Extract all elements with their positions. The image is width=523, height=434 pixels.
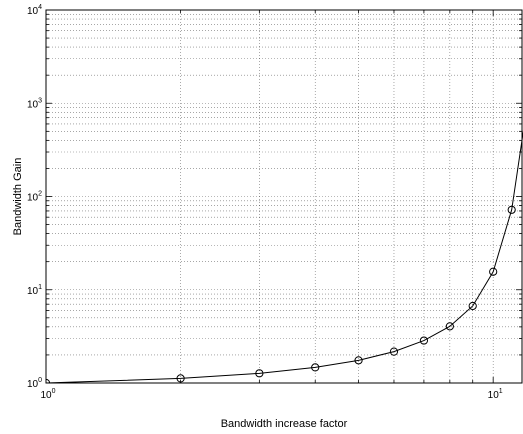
x-tick-labels: 100 101 bbox=[40, 388, 502, 401]
data-point-marker bbox=[389, 347, 399, 356]
data-point-marker bbox=[176, 374, 185, 383]
grid-lines bbox=[45, 10, 522, 384]
y-tick-label: 101 bbox=[27, 284, 42, 297]
series-line bbox=[46, 130, 523, 383]
data-point-marker bbox=[445, 322, 454, 331]
y-tick-label: 104 bbox=[27, 4, 42, 17]
data-point-marker bbox=[507, 205, 516, 214]
x-axis-label: Bandwidth increase factor bbox=[221, 418, 348, 430]
data-point-marker bbox=[311, 363, 320, 372]
data-point-marker bbox=[468, 301, 477, 311]
y-tick-label: 102 bbox=[27, 191, 42, 204]
data-point-marker bbox=[354, 356, 363, 365]
series-layer bbox=[46, 130, 523, 383]
x-tick-label: 100 bbox=[40, 388, 55, 401]
data-point-marker bbox=[489, 267, 498, 276]
axis-ticks bbox=[45, 10, 522, 384]
data-point-marker bbox=[255, 369, 264, 378]
y-tick-label: 103 bbox=[27, 97, 42, 110]
y-tick-labels: 100 101 102 103 104 bbox=[27, 4, 42, 390]
data-point-marker bbox=[419, 336, 429, 345]
y-axis-label: Bandwidth Gain bbox=[12, 158, 24, 236]
y-tick-label: 100 bbox=[27, 377, 42, 390]
data-point-marker bbox=[46, 378, 51, 383]
x-tick-label: 101 bbox=[488, 388, 503, 401]
